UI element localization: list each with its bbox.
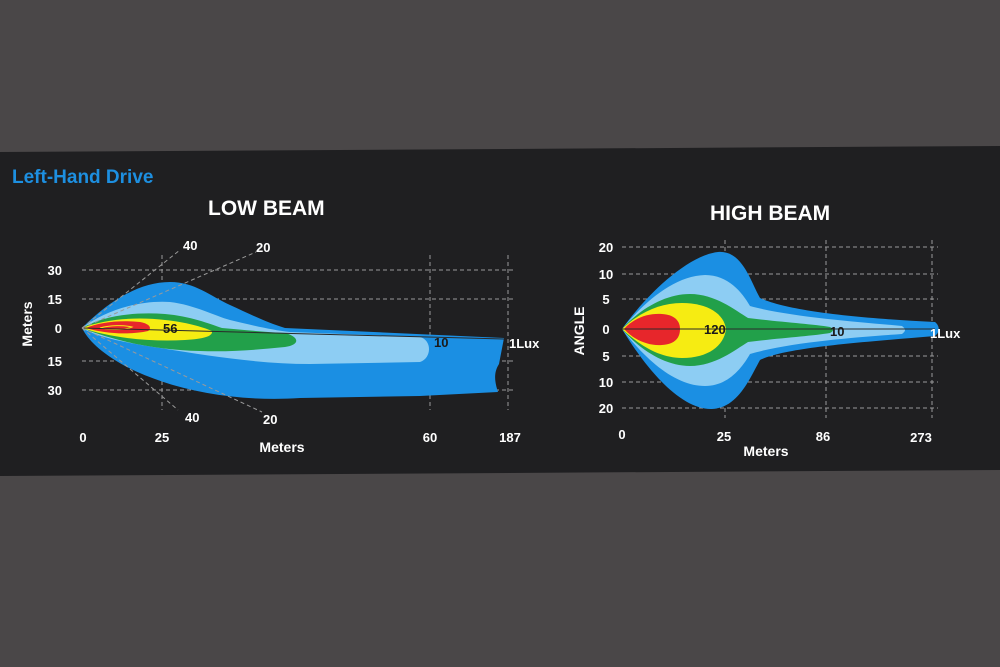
high-beam-y-axis-title: ANGLE xyxy=(571,307,587,356)
low-beam-y-tick: 0 xyxy=(55,321,62,336)
high-beam-chart: HIGH BEAM 120 10 1Lux 20 10 5 0 5 xyxy=(571,202,961,459)
high-beam-y-tick: 20 xyxy=(599,240,613,255)
high-beam-contour-label: 120 xyxy=(704,322,726,337)
low-beam-guide-label: 40 xyxy=(183,238,197,253)
low-beam-x-tick: 0 xyxy=(79,430,86,445)
low-beam-x-axis-title: Meters xyxy=(259,439,304,455)
high-beam-y-tick: 5 xyxy=(602,349,609,364)
low-beam-y-tick: 15 xyxy=(48,292,62,307)
drive-label: Left-Hand Drive xyxy=(12,167,153,188)
low-beam-title: LOW BEAM xyxy=(208,197,325,220)
high-beam-y-tick: 20 xyxy=(599,401,613,416)
high-beam-x-tick: 0 xyxy=(618,427,625,442)
high-beam-title: HIGH BEAM xyxy=(710,202,830,225)
low-beam-x-tick: 187 xyxy=(499,430,521,445)
high-beam-end-label: 1Lux xyxy=(930,326,961,341)
low-beam-end-label: 1Lux xyxy=(509,336,540,351)
low-beam-x-tick: 25 xyxy=(155,430,169,445)
low-beam-centerline xyxy=(81,327,505,340)
high-beam-y-tick: 5 xyxy=(602,292,609,307)
high-beam-x-tick: 273 xyxy=(910,430,932,445)
low-beam-y-axis-title: Meters xyxy=(19,301,35,346)
low-beam-chart: LOW BEAM 40 20 40 20 xyxy=(19,197,540,455)
low-beam-contour-hot xyxy=(86,321,150,334)
low-beam-contour-label: 56 xyxy=(163,321,177,336)
high-beam-x-tick: 86 xyxy=(816,429,830,444)
high-beam-x-tick: 25 xyxy=(717,429,731,444)
high-beam-contour-label: 10 xyxy=(830,324,844,339)
high-beam-y-tick: 0 xyxy=(602,322,609,337)
high-beam-y-tick: 10 xyxy=(599,375,613,390)
low-beam-y-tick: 30 xyxy=(48,383,62,398)
low-beam-guide-label: 20 xyxy=(263,412,277,427)
low-beam-angle-guides xyxy=(81,249,263,413)
high-beam-y-tick: 10 xyxy=(599,267,613,282)
low-beam-y-tick: 30 xyxy=(48,263,62,278)
high-beam-x-axis-title: Meters xyxy=(743,443,788,459)
low-beam-guide-label: 40 xyxy=(185,410,199,425)
low-beam-contour-label: 10 xyxy=(434,335,448,350)
low-beam-guide-label: 20 xyxy=(256,240,270,255)
low-beam-y-tick: 15 xyxy=(48,354,62,369)
low-beam-x-tick: 60 xyxy=(423,430,437,445)
